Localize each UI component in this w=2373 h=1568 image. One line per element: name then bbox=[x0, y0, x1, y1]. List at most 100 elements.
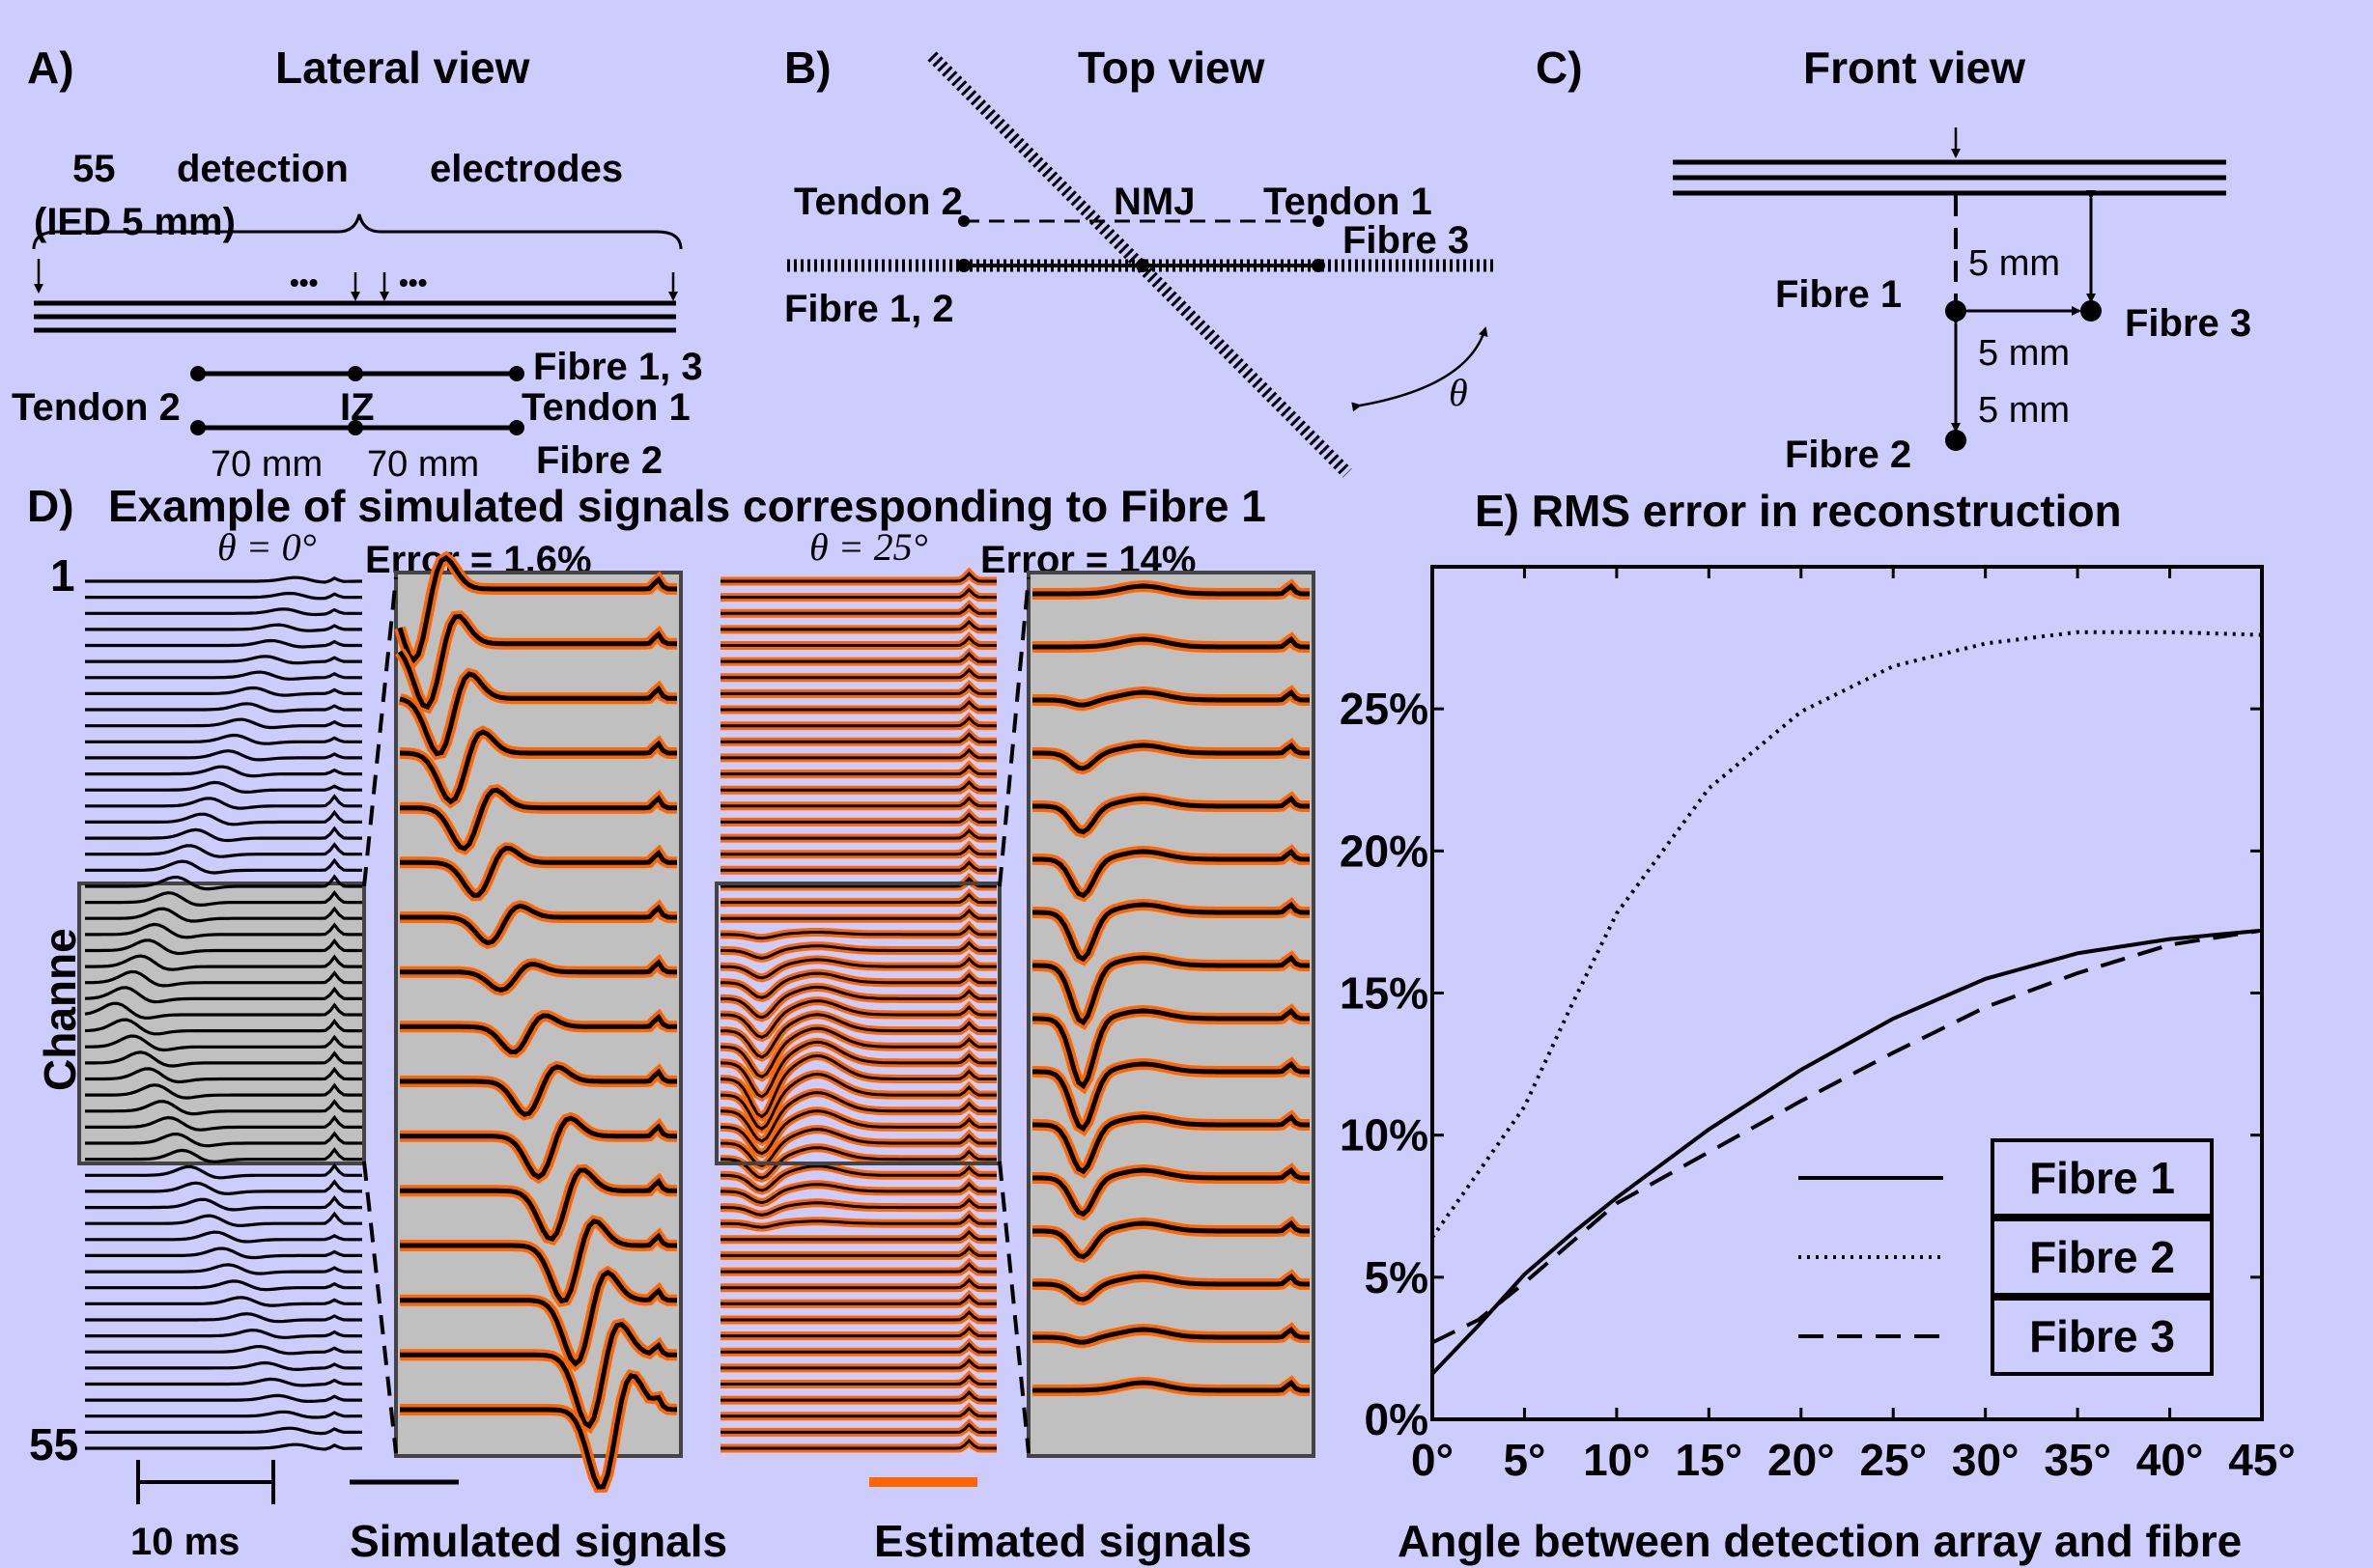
simulated-trace bbox=[85, 765, 362, 778]
simulated-trace bbox=[720, 812, 997, 824]
tendon1-label: Tendon 1 bbox=[522, 386, 691, 429]
x-tick-label: 0° bbox=[1411, 1435, 1454, 1485]
zoom-signals-theta25 bbox=[1032, 578, 1310, 1396]
legend-label: Fibre 1 bbox=[2029, 1153, 2175, 1203]
simulated-trace bbox=[400, 1064, 677, 1117]
x-tick-label: 40° bbox=[2136, 1435, 2204, 1485]
simulated-trace bbox=[720, 667, 997, 680]
simulated-trace bbox=[400, 1167, 677, 1242]
simulated-trace bbox=[720, 684, 997, 695]
simulated-trace bbox=[720, 1053, 997, 1119]
simulated-trace bbox=[85, 1195, 362, 1212]
simulated-trace bbox=[85, 749, 362, 762]
channel-axis-label: Channe bbox=[35, 928, 85, 1091]
panel-e: E) RMS error in reconstruction 0° 5° 10° 15… bbox=[1340, 486, 2296, 1566]
front-fibre-dots bbox=[1945, 300, 2102, 451]
simulated-trace bbox=[1032, 582, 1310, 597]
legend-box bbox=[1991, 1138, 2214, 1218]
simulated-trace bbox=[85, 733, 362, 745]
simulated-trace bbox=[720, 715, 997, 728]
top-view-dots bbox=[957, 215, 1325, 272]
legend-label: Fibre 3 bbox=[2029, 1311, 2175, 1361]
electrodes-word-2: detection bbox=[177, 148, 349, 190]
electrodes-dots-right: ••• bbox=[399, 267, 427, 297]
simulated-trace bbox=[720, 1294, 997, 1305]
channel-1-label: 1 bbox=[50, 550, 75, 601]
signal-stack-theta25 bbox=[720, 567, 997, 1453]
simulated-trace bbox=[85, 1279, 362, 1292]
x-tick-label: 35° bbox=[2044, 1435, 2111, 1485]
simulated-trace bbox=[85, 623, 362, 632]
simulated-trace bbox=[85, 1393, 362, 1403]
y-tick-label: 20% bbox=[1340, 826, 1428, 876]
simulated-trace bbox=[399, 729, 677, 805]
simulated-trace bbox=[85, 1066, 362, 1084]
simulated-trace bbox=[85, 607, 362, 617]
simulated-trace bbox=[85, 1230, 362, 1244]
tendon2-label: Tendon 2 bbox=[12, 386, 181, 429]
simulated-trace bbox=[400, 1373, 678, 1490]
chart-title: E) RMS error in reconstruction bbox=[1475, 486, 2122, 536]
y-tick-label: 25% bbox=[1340, 684, 1428, 734]
series-line-fibre-2 bbox=[1430, 630, 2263, 1239]
front-skin-layers bbox=[1673, 159, 2226, 196]
legend-label: Fibre 2 bbox=[2029, 1232, 2175, 1282]
simulated-trace bbox=[85, 1426, 362, 1436]
panel-a-label: A) bbox=[27, 42, 74, 93]
signal-stack-theta0 bbox=[84, 575, 362, 1451]
simulated-trace bbox=[1032, 795, 1310, 835]
zoom-box-right bbox=[715, 882, 1002, 1165]
x-tick-label: 30° bbox=[1952, 1435, 2020, 1485]
simulated-trace bbox=[84, 1001, 362, 1020]
simulated-trace bbox=[85, 655, 362, 665]
simulated-trace bbox=[1032, 1219, 1310, 1260]
simulated-trace bbox=[400, 1269, 677, 1367]
front-dist-lower: 5 mm bbox=[1978, 390, 2070, 431]
simulated-trace bbox=[400, 1115, 677, 1181]
simulated-trace bbox=[720, 1389, 997, 1402]
simulated-trace bbox=[720, 892, 997, 905]
simulated-trace bbox=[85, 1131, 362, 1148]
simulated-trace bbox=[85, 717, 362, 730]
simulated-trace bbox=[720, 603, 997, 615]
simulated-trace bbox=[720, 1026, 997, 1079]
simulated-trace bbox=[85, 670, 362, 681]
time-scale-label: 10 ms bbox=[130, 1521, 240, 1563]
simulated-trace bbox=[85, 780, 362, 795]
simulated-trace bbox=[720, 1181, 997, 1205]
simulated-trace bbox=[85, 1050, 362, 1068]
simulated-trace bbox=[85, 1162, 362, 1180]
simulated-trace bbox=[85, 1211, 362, 1228]
zoom-connectors-left bbox=[362, 576, 398, 1454]
y-tick-label: 15% bbox=[1340, 968, 1428, 1019]
simulated-trace bbox=[85, 1329, 362, 1339]
simulated-trace bbox=[85, 1296, 362, 1307]
simulated-trace bbox=[720, 860, 997, 872]
simulated-trace bbox=[85, 794, 362, 810]
simulated-trace bbox=[720, 651, 997, 663]
time-scale-bar bbox=[136, 1460, 275, 1504]
electrodes-brace bbox=[32, 213, 683, 250]
theta-0-label: θ = 0° bbox=[217, 525, 317, 569]
series-line-fibre-1 bbox=[1430, 928, 2263, 1376]
simulated-trace bbox=[720, 1072, 997, 1131]
simulated-trace bbox=[85, 1344, 362, 1356]
panel-d-title: Example of simulated signals correspondi… bbox=[108, 481, 1266, 531]
zoom-connectors-right bbox=[998, 576, 1031, 1454]
simulated-trace bbox=[720, 971, 997, 999]
simulated-trace bbox=[85, 969, 362, 988]
simulated-trace bbox=[720, 1109, 997, 1156]
legend-box bbox=[1991, 1218, 2214, 1297]
simulated-trace bbox=[85, 591, 362, 601]
simulated-trace bbox=[720, 956, 997, 980]
top-tendon2: Tendon 2 bbox=[794, 181, 963, 223]
simulated-trace bbox=[400, 1218, 677, 1304]
simulated-trace bbox=[85, 638, 362, 649]
simulated-trace bbox=[720, 1146, 997, 1180]
simulated-trace bbox=[720, 747, 997, 760]
simulated-trace bbox=[1032, 1007, 1310, 1090]
simulated-trace bbox=[1032, 1326, 1310, 1345]
simulated-trace bbox=[720, 699, 997, 712]
simulated-trace bbox=[1032, 635, 1310, 650]
